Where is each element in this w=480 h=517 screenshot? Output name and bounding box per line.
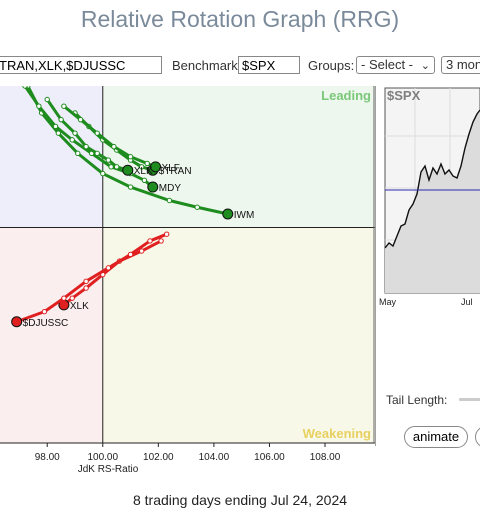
period-select[interactable]: 3 mon [441,56,480,74]
tail-point [69,137,75,143]
tail-xlf-green [61,103,162,173]
tail-point [127,184,134,190]
tail-point [41,308,48,315]
tail-point [147,238,153,244]
tail-point [163,231,170,237]
tail-point [94,130,100,136]
leading-quadrant-label: Leading [321,88,371,103]
series-label: XLF [162,163,180,174]
benchmark-input[interactable] [238,56,300,74]
tail-point [127,251,134,258]
tail-point [61,103,67,109]
head-point [150,161,162,173]
tail-point [166,197,173,204]
tail-length-slider[interactable] [459,398,480,401]
benchmark-label: Benchmark: [172,58,242,73]
x-axis-label: JdK RS-Ratio [78,464,139,475]
period-select-value: 3 mon [446,57,480,72]
series-label: IWM [234,210,255,221]
chevron-down-icon: ⌄ [420,60,430,72]
tail-point [83,143,89,150]
toolbar: Benchmark: Groups: - Select - ⌄ 3 mon [0,54,480,78]
tail-point [55,130,62,136]
benchmark-panel: $SPX May Jul Tail Length: [375,86,480,446]
tail-point [141,177,148,184]
x-tick-label: 98.00 [35,452,60,463]
tail-point [61,295,67,301]
x-tick-label: 106.00 [254,452,285,463]
tail-point [138,164,145,170]
head-point [222,208,234,220]
tail-point [105,265,112,271]
x-tick-label: 102.00 [143,452,174,463]
tail-point [36,103,42,109]
series-label: $TRAN [159,166,192,177]
tail-xlk-green [44,96,134,176]
benchmark-chart: $SPX May Jul Tail Length: [375,86,480,446]
animate-button[interactable]: animate [404,426,468,448]
groups-label: Groups: [308,58,355,73]
weakening-quadrant [102,227,375,443]
groups-select-value: - Select - [361,57,414,72]
head-point [147,181,159,193]
head-point [11,316,23,328]
leading-quadrant [102,86,375,228]
page-title: Relative Rotation Graph (RRG) [80,6,400,32]
benchmark-tick-may: May [379,297,397,307]
tail-point [111,143,117,150]
tail-point [83,278,89,285]
tail-point [113,164,120,170]
series-label: XLK [134,166,153,177]
tail-djussc-red [11,231,170,328]
tail-point [22,86,28,89]
weakening-quadrant-label: Weakening [303,426,371,441]
tail-point [58,116,64,123]
tail-point [44,96,50,103]
tail-point [94,150,100,157]
tail-point [105,157,112,163]
x-tick-label: 100.00 [87,452,118,463]
footer-caption: 8 trading days ending Jul 24, 2024 [132,492,348,508]
tail-point [72,130,78,136]
groups-select[interactable]: - Select - ⌄ [356,56,435,74]
tail-point [52,123,59,130]
x-tick-label: 104.00 [199,452,230,463]
lagging-quadrant [0,227,103,443]
tail-point [194,204,200,210]
tail-length-label: Tail Length: [386,393,447,407]
x-tick-label: 108.00 [310,452,341,463]
benchmark-tick-jul: Jul [461,297,473,307]
tail-point [75,150,81,157]
series-label: $DJUSSC [23,318,69,329]
tail-point [100,170,106,177]
tail-line [15,232,169,324]
tail-point [108,164,114,170]
tail-point [138,248,145,254]
tail-point [158,238,164,244]
series-label: MDY [159,183,182,194]
series-label: XLK [70,301,89,312]
tail-point [69,295,75,301]
tail-point [77,116,84,123]
improving-quadrant [0,86,103,228]
tail-point [127,154,134,160]
head-point [122,164,134,176]
tail-point [144,160,150,167]
tail-point [83,285,89,291]
benchmark-chart-title: $SPX [387,88,421,103]
symbols-input[interactable] [0,56,162,74]
